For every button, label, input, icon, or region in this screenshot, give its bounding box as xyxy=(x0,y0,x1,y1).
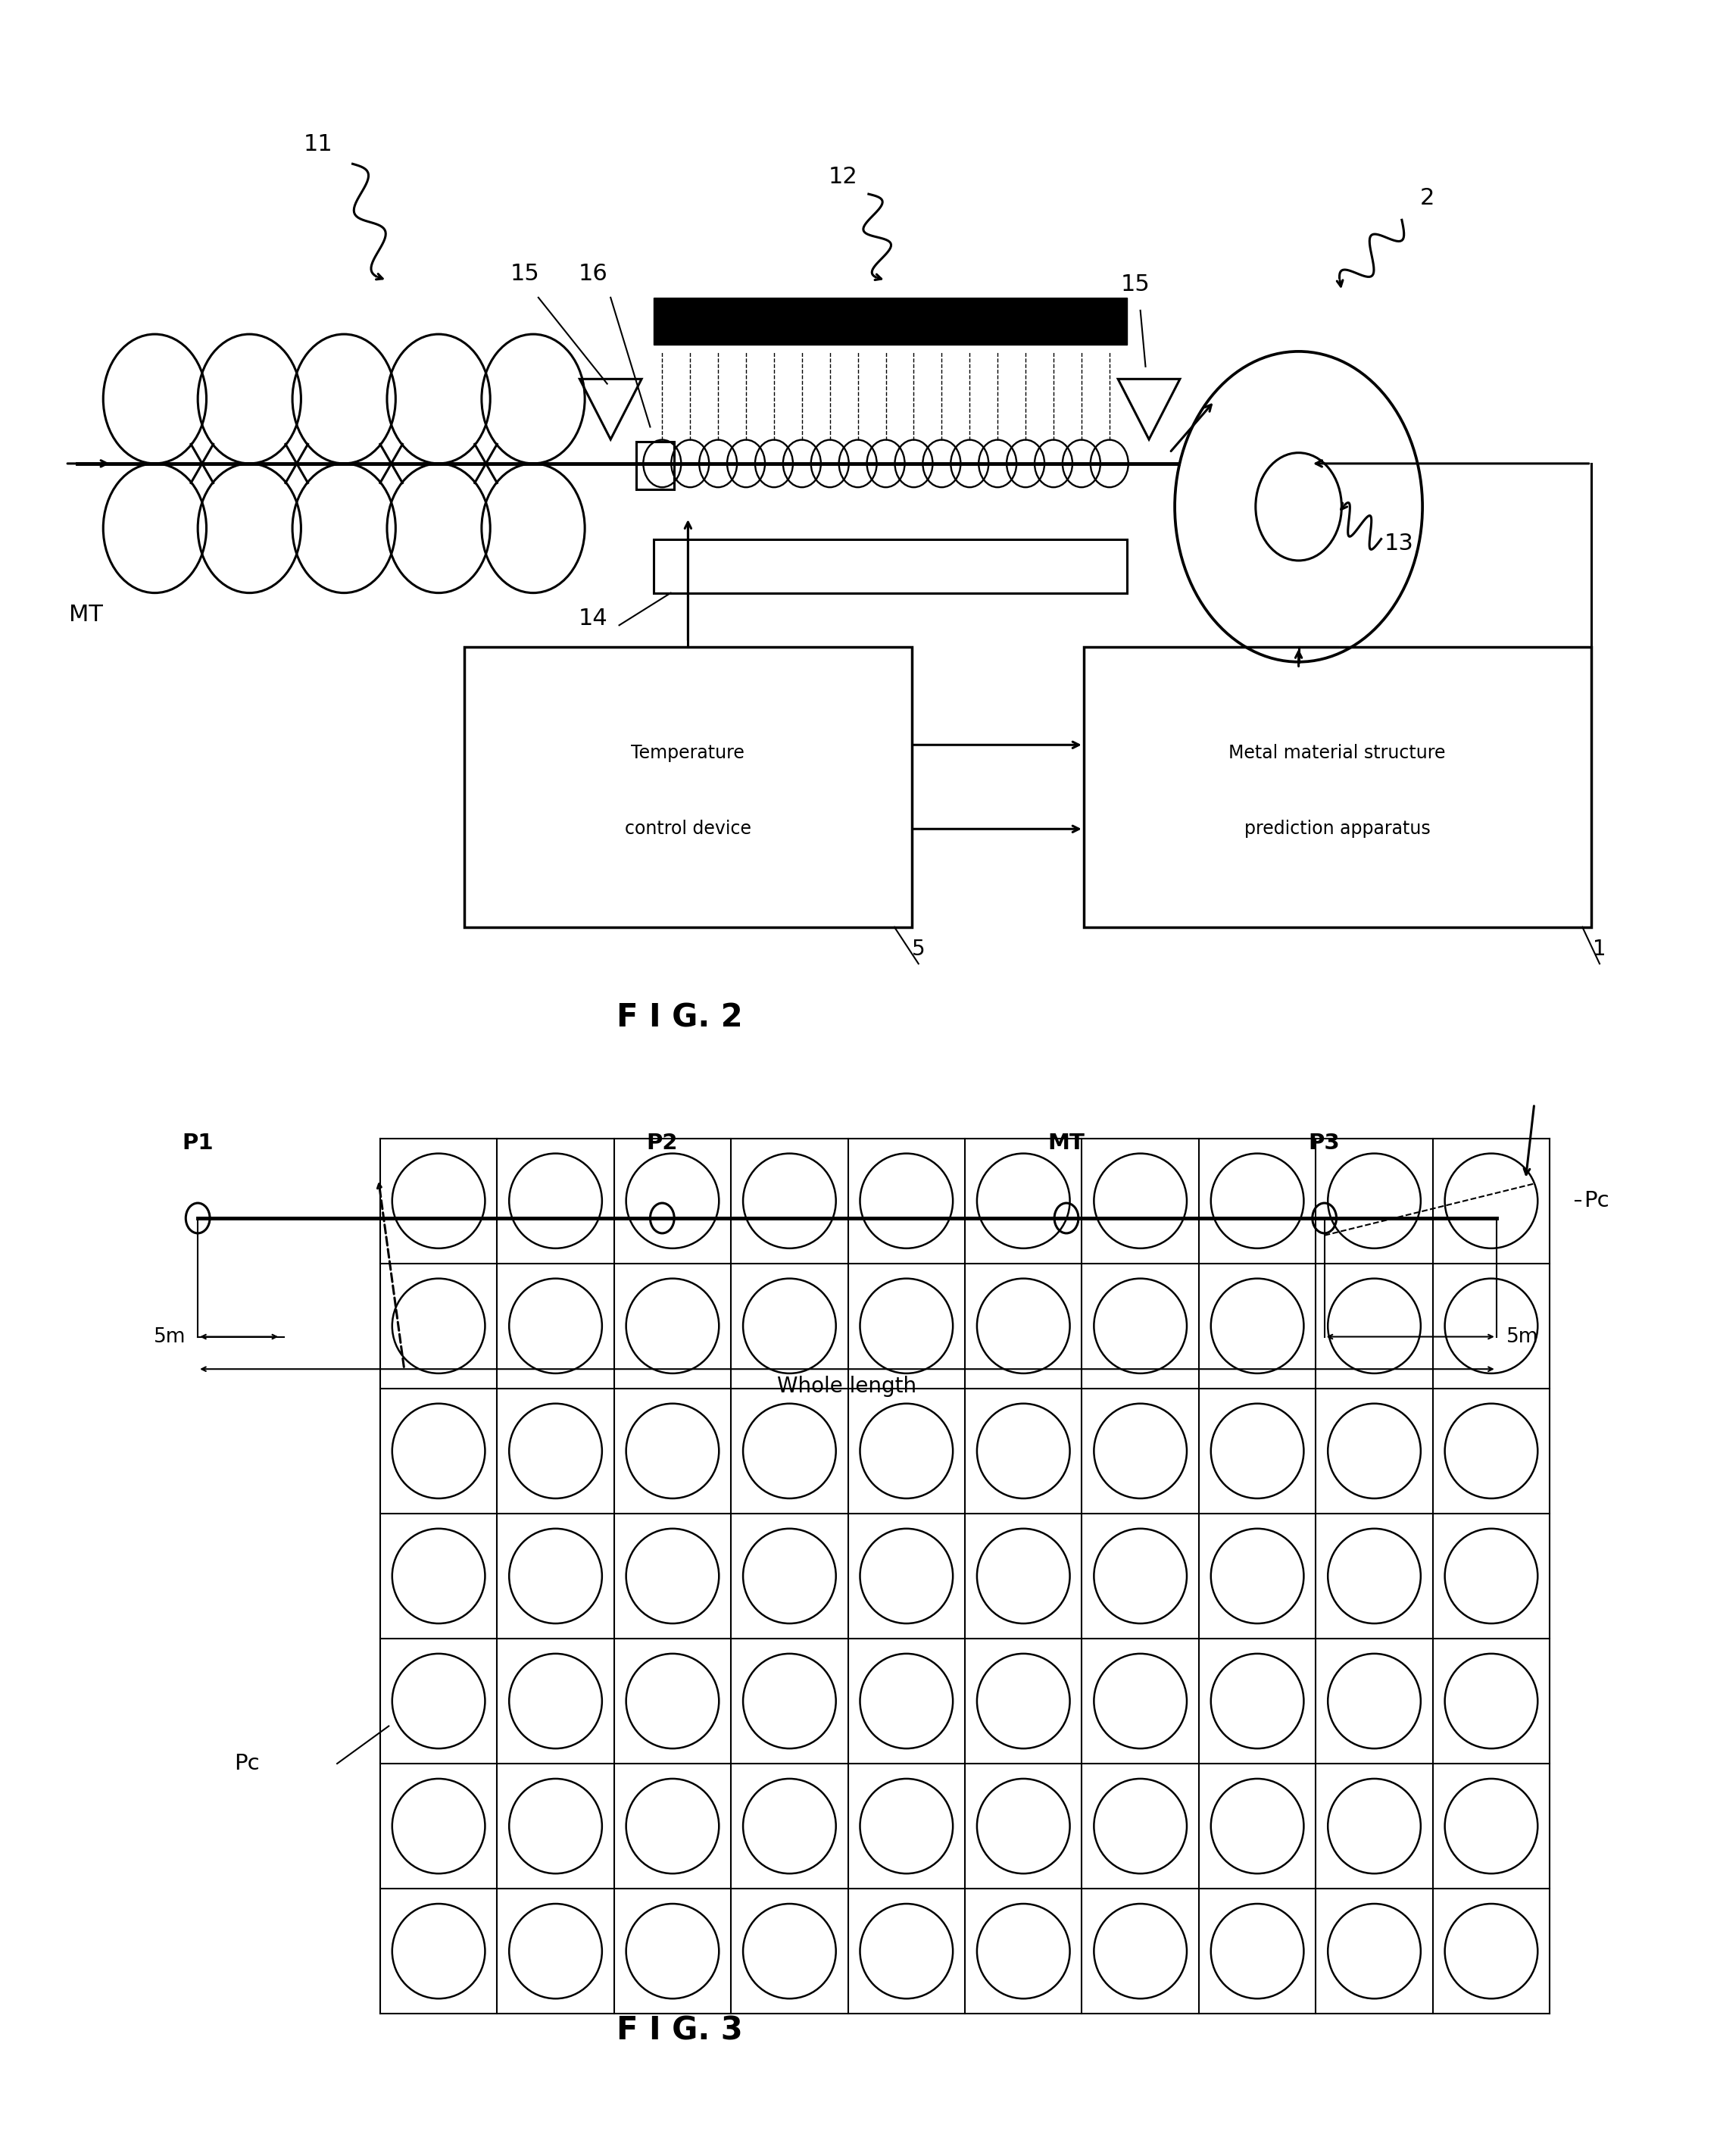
Text: 13: 13 xyxy=(1385,533,1414,554)
Text: P2: P2 xyxy=(647,1132,678,1153)
Text: F I G. 2: F I G. 2 xyxy=(616,1003,743,1033)
Text: Pc: Pc xyxy=(1584,1190,1610,1212)
Text: F I G. 3: F I G. 3 xyxy=(616,2016,743,2046)
Bar xyxy=(654,539,1127,593)
Text: Metal material structure: Metal material structure xyxy=(1228,744,1447,763)
Text: 15: 15 xyxy=(509,263,540,285)
Text: 1: 1 xyxy=(1593,938,1606,959)
Text: 15: 15 xyxy=(1120,274,1151,295)
Text: P1: P1 xyxy=(182,1132,213,1153)
Text: Whole length: Whole length xyxy=(777,1376,917,1397)
Text: 5m: 5m xyxy=(1507,1326,1539,1348)
Text: 5m: 5m xyxy=(153,1326,186,1348)
Bar xyxy=(636,442,674,489)
Text: 2: 2 xyxy=(1421,188,1434,209)
Text: 5: 5 xyxy=(912,938,925,959)
Text: control device: control device xyxy=(624,819,752,839)
Text: MT: MT xyxy=(1047,1132,1085,1153)
Text: P3: P3 xyxy=(1309,1132,1340,1153)
Text: 11: 11 xyxy=(303,134,334,155)
Text: 14: 14 xyxy=(578,608,609,630)
Text: Temperature: Temperature xyxy=(631,744,745,763)
Text: 12: 12 xyxy=(827,166,858,188)
Text: MT: MT xyxy=(69,604,103,625)
Text: Pc: Pc xyxy=(234,1753,260,1774)
Text: prediction apparatus: prediction apparatus xyxy=(1244,819,1431,839)
Bar xyxy=(464,647,912,927)
Bar xyxy=(654,298,1127,345)
Text: 16: 16 xyxy=(578,263,609,285)
Bar xyxy=(1084,647,1591,927)
